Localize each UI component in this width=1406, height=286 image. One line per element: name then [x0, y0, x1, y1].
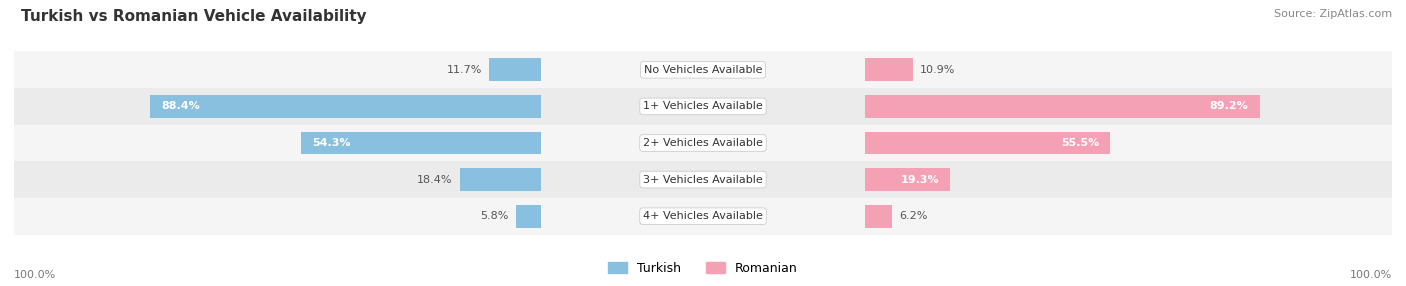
Text: 88.4%: 88.4%: [162, 102, 200, 111]
Text: 19.3%: 19.3%: [900, 175, 939, 184]
Text: 100.0%: 100.0%: [1350, 270, 1392, 279]
Text: 2+ Vehicles Available: 2+ Vehicles Available: [643, 138, 763, 148]
Text: 3+ Vehicles Available: 3+ Vehicles Available: [643, 175, 763, 184]
Text: 5.8%: 5.8%: [481, 211, 509, 221]
Text: Source: ZipAtlas.com: Source: ZipAtlas.com: [1274, 9, 1392, 19]
Text: 100.0%: 100.0%: [14, 270, 56, 279]
Legend: Turkish, Romanian: Turkish, Romanian: [603, 257, 803, 280]
Text: 1+ Vehicles Available: 1+ Vehicles Available: [643, 102, 763, 111]
Text: No Vehicles Available: No Vehicles Available: [644, 65, 762, 75]
Text: 6.2%: 6.2%: [900, 211, 928, 221]
Text: 4+ Vehicles Available: 4+ Vehicles Available: [643, 211, 763, 221]
Text: 54.3%: 54.3%: [312, 138, 350, 148]
Text: 55.5%: 55.5%: [1062, 138, 1099, 148]
Text: 18.4%: 18.4%: [418, 175, 453, 184]
Text: 10.9%: 10.9%: [920, 65, 955, 75]
Text: 11.7%: 11.7%: [447, 65, 482, 75]
Text: Turkish vs Romanian Vehicle Availability: Turkish vs Romanian Vehicle Availability: [21, 9, 367, 23]
Text: 89.2%: 89.2%: [1209, 102, 1249, 111]
